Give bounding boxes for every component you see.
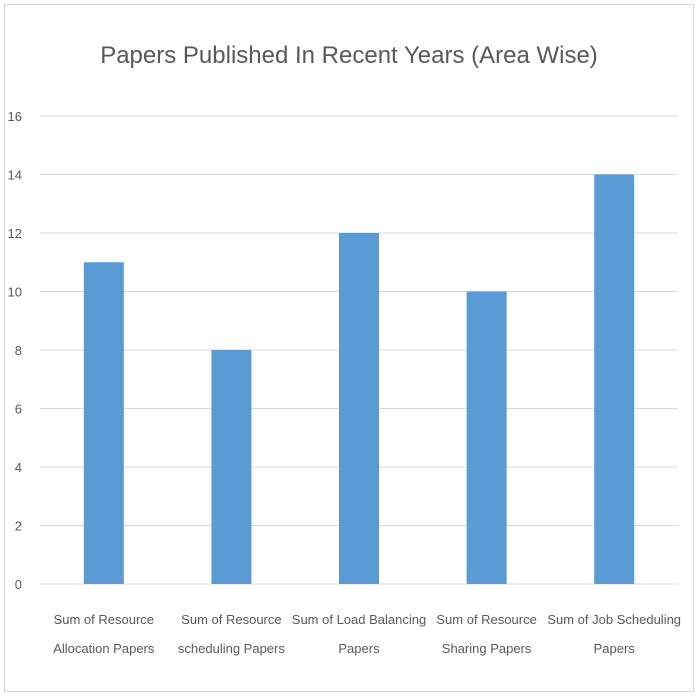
x-category-label: Allocation Papers: [53, 641, 155, 656]
bar-3: [339, 233, 379, 584]
bar-1: [83, 262, 124, 584]
y-tick-label: 4: [15, 460, 22, 475]
y-tick-label: 6: [15, 402, 22, 417]
y-axis-ticks: 0 2 4 6 8 10 12 14 16: [8, 109, 22, 592]
x-category-label: Sum of Load Balancing: [292, 612, 426, 627]
bar-2: [211, 350, 252, 584]
y-tick-label: 2: [15, 519, 22, 534]
x-category-label: Sum of Resource: [181, 612, 281, 627]
x-category-label: Sum of Resource: [436, 612, 536, 627]
bars: [83, 174, 635, 584]
x-category-label: Papers: [594, 641, 636, 656]
chart-title: Papers Published In Recent Years (Area W…: [100, 42, 598, 69]
y-tick-label: 12: [8, 226, 22, 241]
y-tick-label: 10: [8, 285, 22, 300]
x-category-label: Sharing Papers: [442, 641, 532, 656]
x-category-label: Sum of Resource: [54, 612, 154, 627]
y-tick-label: 0: [15, 577, 22, 592]
x-category-label: scheduling Papers: [178, 641, 285, 656]
x-category-label: Sum of Job Scheduling: [547, 612, 681, 627]
x-axis-labels: Sum of Resource Allocation Papers Sum of R…: [53, 612, 681, 656]
y-tick-label: 16: [8, 109, 22, 124]
bar-5: [594, 174, 635, 584]
bar-4: [466, 291, 507, 584]
x-category-label: Papers: [338, 641, 380, 656]
y-tick-label: 8: [15, 343, 22, 358]
y-tick-label: 14: [8, 168, 22, 183]
